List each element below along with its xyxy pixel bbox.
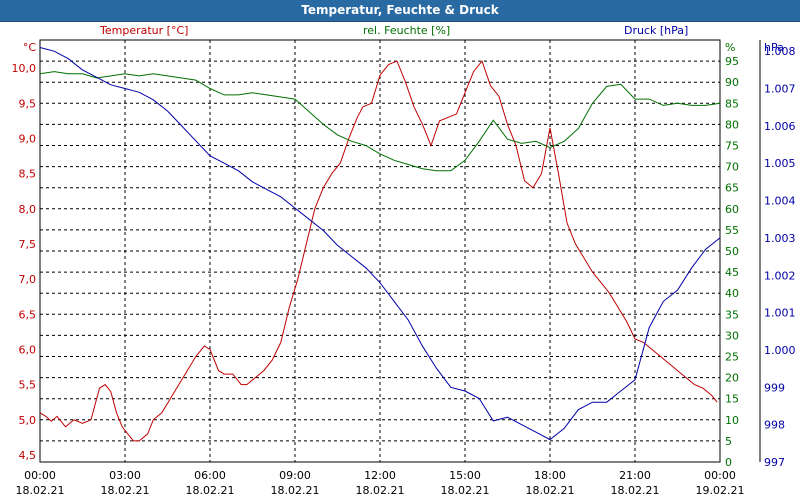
temperature-tick-label: 9,5 (19, 97, 37, 110)
x-tick-time: 09:00 (279, 469, 311, 482)
humidity-tick-label: 55 (725, 224, 739, 237)
pressure-unit-label: hPa (764, 41, 784, 54)
humidity-tick-label: 85 (725, 97, 739, 110)
temperature-tick-label: 5,5 (19, 379, 37, 392)
x-tick-date: 18.02.21 (611, 484, 660, 497)
pressure-tick-label: 1.008 (764, 45, 796, 58)
x-tick-time: 00:00 (704, 469, 736, 482)
humidity-tick-label: 5 (725, 435, 732, 448)
x-tick-date: 18.02.21 (16, 484, 65, 497)
x-tick-date: 18.02.21 (441, 484, 490, 497)
humidity-tick-label: 40 (725, 287, 739, 300)
pressure-tick-label: 999 (764, 381, 785, 394)
x-tick-time: 03:00 (109, 469, 141, 482)
x-tick-date: 18.02.21 (356, 484, 405, 497)
pressure-tick-label: 1.006 (764, 120, 796, 133)
pressure-tick-label: 1.002 (764, 269, 796, 282)
series-line-temperature (39, 60, 718, 442)
temperature-tick-label: 9,0 (19, 132, 37, 145)
chart-title: Temperatur, Feuchte & Druck (301, 3, 499, 17)
pressure-tick-label: 1.007 (764, 83, 796, 96)
x-tick-date: 19.02.21 (696, 484, 745, 497)
humidity-tick-label: 10 (725, 414, 739, 427)
x-tick-time: 21:00 (619, 469, 651, 482)
temperature-tick-label: 6,0 (19, 343, 37, 356)
temperature-unit-label: °C (23, 41, 37, 54)
x-tick-date: 18.02.21 (271, 484, 320, 497)
humidity-tick-label: 80 (725, 118, 739, 131)
humidity-tick-label: 25 (725, 351, 739, 364)
humidity-tick-label: 65 (725, 182, 739, 195)
x-tick-time: 06:00 (194, 469, 226, 482)
temperature-tick-label: 7,5 (19, 238, 37, 251)
temperature-tick-label: 5,0 (19, 414, 37, 427)
temperature-tick-label: 4,5 (19, 449, 37, 462)
x-tick-date: 18.02.21 (101, 484, 150, 497)
humidity-tick-label: 45 (725, 266, 739, 279)
humidity-tick-label: 15 (725, 393, 739, 406)
legend-pressure: Druck [hPa] (624, 24, 689, 37)
temperature-tick-label: 8,0 (19, 203, 37, 216)
x-tick-date: 18.02.21 (186, 484, 235, 497)
humidity-tick-label: 0 (725, 456, 732, 469)
humidity-unit-label: % (725, 41, 735, 54)
temperature-tick-label: 10,0 (12, 62, 37, 75)
pressure-tick-label: 1.004 (764, 195, 796, 208)
legend-temperature: Temperatur [°C] (100, 24, 189, 37)
pressure-tick-label: 1.003 (764, 232, 796, 245)
x-tick-time: 15:00 (449, 469, 481, 482)
legend-humidity: rel. Feuchte [%] (363, 24, 451, 37)
x-tick-time: 00:00 (24, 469, 56, 482)
pressure-tick-label: 1.001 (764, 307, 796, 320)
humidity-tick-label: 70 (725, 161, 739, 174)
humidity-tick-label: 60 (725, 203, 739, 216)
pressure-tick-label: 998 (764, 419, 785, 432)
humidity-tick-label: 90 (725, 76, 739, 89)
x-tick-date: 18.02.21 (526, 484, 575, 497)
x-tick-time: 12:00 (364, 469, 396, 482)
humidity-tick-label: 50 (725, 245, 739, 258)
humidity-tick-label: 75 (725, 140, 739, 153)
temperature-tick-label: 8,5 (19, 168, 37, 181)
humidity-tick-label: 30 (725, 329, 739, 342)
series-line-pressure (39, 47, 721, 441)
series-line-humidity (39, 71, 721, 172)
x-tick-time: 18:00 (534, 469, 566, 482)
temperature-tick-label: 7,0 (19, 273, 37, 286)
humidity-tick-label: 95 (725, 55, 739, 68)
humidity-tick-label: 35 (725, 308, 739, 321)
pressure-tick-label: 1.000 (764, 344, 796, 357)
pressure-tick-label: 1.005 (764, 157, 796, 170)
humidity-tick-label: 20 (725, 372, 739, 385)
pressure-tick-label: 997 (764, 456, 785, 469)
chart-title-bar: Temperatur, Feuchte & Druck (0, 0, 800, 22)
temperature-tick-label: 6,5 (19, 308, 37, 321)
